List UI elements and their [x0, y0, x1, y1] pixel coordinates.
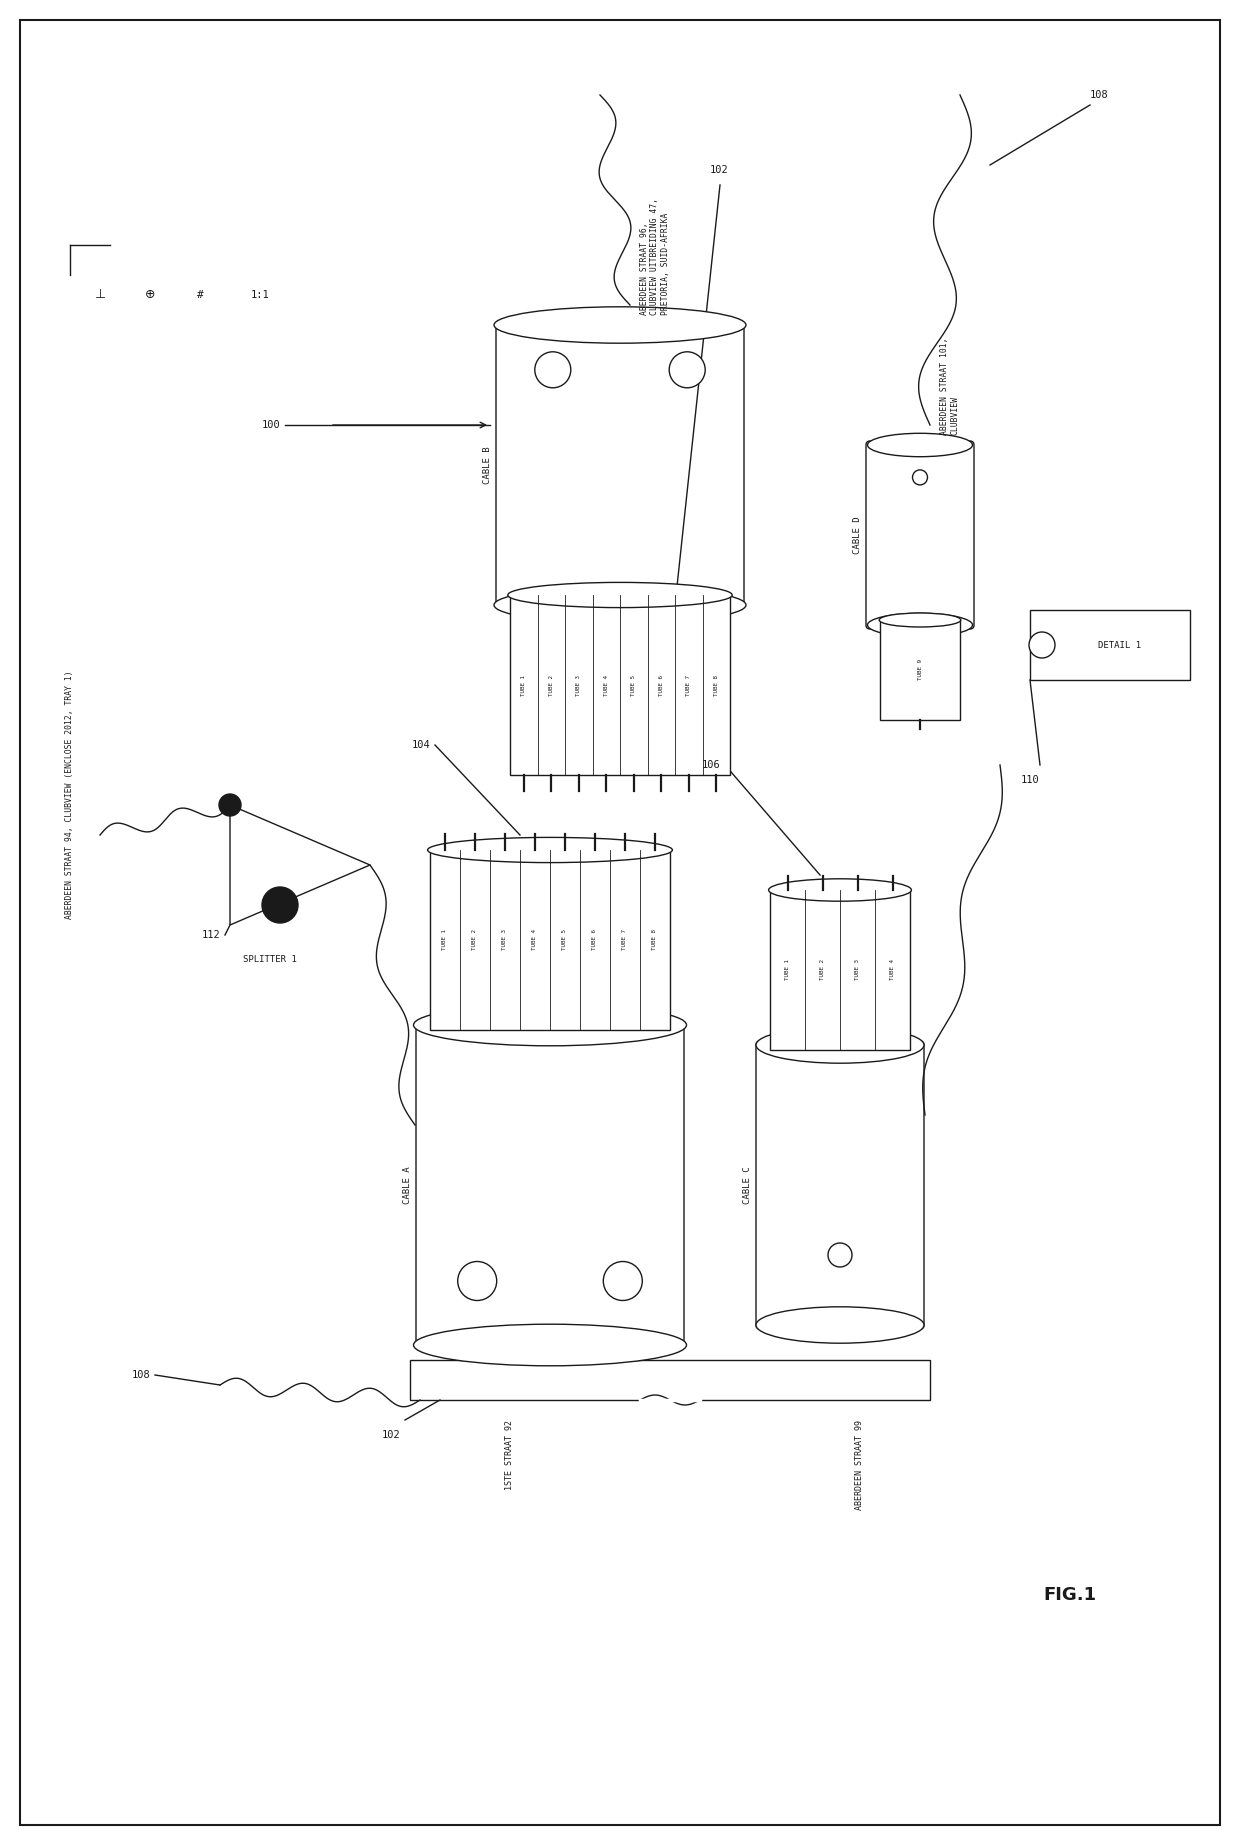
Text: TUBE 4: TUBE 4 [532, 930, 537, 950]
Text: TUBE 2: TUBE 2 [549, 675, 554, 696]
Circle shape [219, 793, 241, 815]
Text: TUBE 1: TUBE 1 [785, 959, 790, 980]
Ellipse shape [868, 613, 972, 637]
Ellipse shape [868, 434, 972, 458]
Text: DETAIL 1: DETAIL 1 [1099, 640, 1142, 649]
Text: ⊥: ⊥ [94, 288, 105, 301]
Text: 108: 108 [1090, 90, 1109, 100]
Ellipse shape [508, 583, 732, 607]
Ellipse shape [756, 1028, 924, 1063]
FancyBboxPatch shape [415, 1020, 684, 1349]
Text: TUBE 2: TUBE 2 [472, 930, 477, 950]
Text: TUBE 7: TUBE 7 [622, 930, 627, 950]
Bar [410, 1360, 930, 1400]
Ellipse shape [428, 838, 672, 863]
Text: TUBE 3: TUBE 3 [856, 959, 861, 980]
Bar [770, 889, 910, 1050]
Text: 102: 102 [381, 1430, 401, 1439]
Ellipse shape [494, 587, 746, 624]
Text: TUBE 4: TUBE 4 [890, 959, 895, 980]
Text: 112: 112 [201, 930, 219, 939]
Ellipse shape [413, 1004, 687, 1046]
Text: 104: 104 [412, 740, 430, 751]
Ellipse shape [879, 613, 961, 627]
FancyBboxPatch shape [496, 321, 744, 609]
Text: TUBE 3: TUBE 3 [502, 930, 507, 950]
Bar [1030, 611, 1190, 681]
Text: ⊕: ⊕ [145, 288, 155, 301]
FancyBboxPatch shape [756, 1041, 924, 1328]
Text: TUBE 6: TUBE 6 [593, 930, 598, 950]
Ellipse shape [769, 878, 911, 900]
FancyBboxPatch shape [866, 441, 973, 629]
Text: TUBE 7: TUBE 7 [686, 675, 691, 696]
Text: TUBE 5: TUBE 5 [631, 675, 636, 696]
Text: FIG.1: FIG.1 [1043, 1587, 1096, 1603]
Text: 100: 100 [262, 421, 280, 430]
Text: ABERDEEN STRAAT 96,
CLUBVIEW UITBREIDING 47,
PRETORIA, SUID-AFRIKA: ABERDEEN STRAAT 96, CLUBVIEW UITBREIDING… [640, 197, 670, 315]
Ellipse shape [494, 306, 746, 343]
Text: TUBE 8: TUBE 8 [652, 930, 657, 950]
Text: TUBE 9: TUBE 9 [918, 659, 923, 681]
Text: 102: 102 [711, 164, 729, 175]
Circle shape [828, 1244, 852, 1268]
Text: 1:1: 1:1 [250, 290, 269, 301]
Text: SPLITTER 1: SPLITTER 1 [243, 956, 296, 963]
Text: TUBE 2: TUBE 2 [820, 959, 825, 980]
Text: TUBE 5: TUBE 5 [563, 930, 568, 950]
Text: ABERDEEN STRAAT 101,
CLUBVIEW: ABERDEEN STRAAT 101, CLUBVIEW [940, 338, 960, 435]
Text: TUBE 3: TUBE 3 [577, 675, 582, 696]
Text: CABLE C: CABLE C [744, 1166, 753, 1203]
Bar [430, 851, 670, 1030]
Circle shape [262, 887, 298, 922]
Ellipse shape [413, 1325, 687, 1365]
Text: TUBE 1: TUBE 1 [521, 675, 526, 696]
Text: 1STE STRAAT 92: 1STE STRAAT 92 [506, 1421, 515, 1491]
Circle shape [670, 352, 706, 387]
Bar [510, 594, 730, 775]
Circle shape [604, 1262, 642, 1301]
Text: TUBE 1: TUBE 1 [443, 930, 448, 950]
Text: ABERDEEN STRAAT 94, CLUBVIEW (ENCLOSE 2012, TRAY 1): ABERDEEN STRAAT 94, CLUBVIEW (ENCLOSE 20… [66, 672, 74, 919]
Ellipse shape [756, 1306, 924, 1343]
Circle shape [458, 1262, 497, 1301]
Polygon shape [229, 804, 370, 924]
Circle shape [1029, 633, 1055, 659]
Text: TUBE 8: TUBE 8 [714, 675, 719, 696]
Text: TUBE 4: TUBE 4 [604, 675, 609, 696]
Circle shape [534, 352, 570, 387]
Text: CABLE A: CABLE A [403, 1166, 413, 1203]
Text: #: # [197, 290, 203, 301]
Circle shape [913, 470, 928, 485]
Text: TUBE 6: TUBE 6 [658, 675, 663, 696]
Text: 110: 110 [1021, 775, 1039, 784]
Text: CABLE B: CABLE B [484, 446, 492, 483]
Text: ABERDEEN STRAAT 99: ABERDEEN STRAAT 99 [856, 1421, 864, 1509]
Text: 108: 108 [131, 1371, 150, 1380]
Bar [880, 620, 960, 720]
Text: CABLE D: CABLE D [853, 517, 863, 554]
Text: 106: 106 [702, 760, 720, 769]
